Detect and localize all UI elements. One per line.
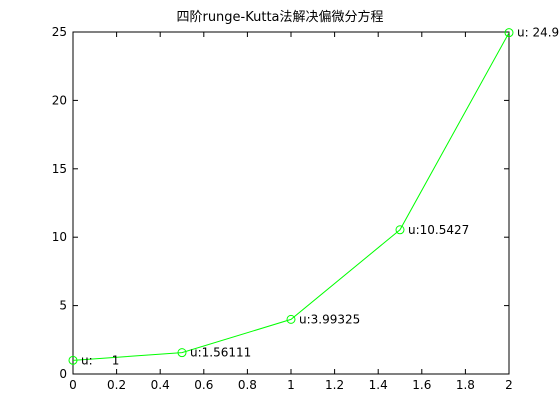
x-tick-label: 1.2 [325,378,344,392]
x-tick-label: 0 [69,378,77,392]
data-point-marker [504,28,514,38]
y-tick-label: 20 [52,93,67,107]
data-label: u: 1 [81,353,119,367]
y-tick-label: 10 [52,230,67,244]
x-tick-label: 1 [287,378,295,392]
data-label: u: 24.95 [517,26,560,40]
series-line [72,32,510,361]
data-point-marker [286,314,296,324]
series-layer [68,28,514,365]
y-tick-label: 0 [59,367,67,381]
x-tick-label: 1.4 [369,378,388,392]
chart-title: 四阶runge-Kutta法解决偏微分方程 [176,9,383,25]
y-tick-label: 15 [52,162,67,176]
data-label: u:1.56111 [190,346,251,360]
annotation-layer: u: 1 u:1.56111 u:3.99325 u:10.5427 u: 24.95 [81,26,560,368]
data-point-marker [68,355,78,365]
x-tick-label: 2 [505,378,513,392]
x-tick-label: 0.6 [194,378,213,392]
x-tick-label: 1.6 [412,378,431,392]
axes-box [72,31,510,375]
y-axis-ticks: 0 5 10 15 20 25 [52,25,509,381]
data-point-marker [177,348,187,358]
data-point-marker [395,225,405,235]
x-tick-label: 0.2 [107,378,126,392]
x-tick-label: 1.8 [456,378,475,392]
x-tick-label: 0.8 [238,378,257,392]
x-axis-ticks: 0 0.2 0.4 0.6 0.8 1 1.2 1.4 1.6 1.8 2 [69,32,513,392]
y-tick-label: 25 [52,25,67,39]
data-label: u:3.99325 [299,312,360,326]
data-label: u:10.5427 [408,223,469,237]
x-tick-label: 0.4 [151,378,170,392]
y-tick-label: 5 [59,299,67,313]
